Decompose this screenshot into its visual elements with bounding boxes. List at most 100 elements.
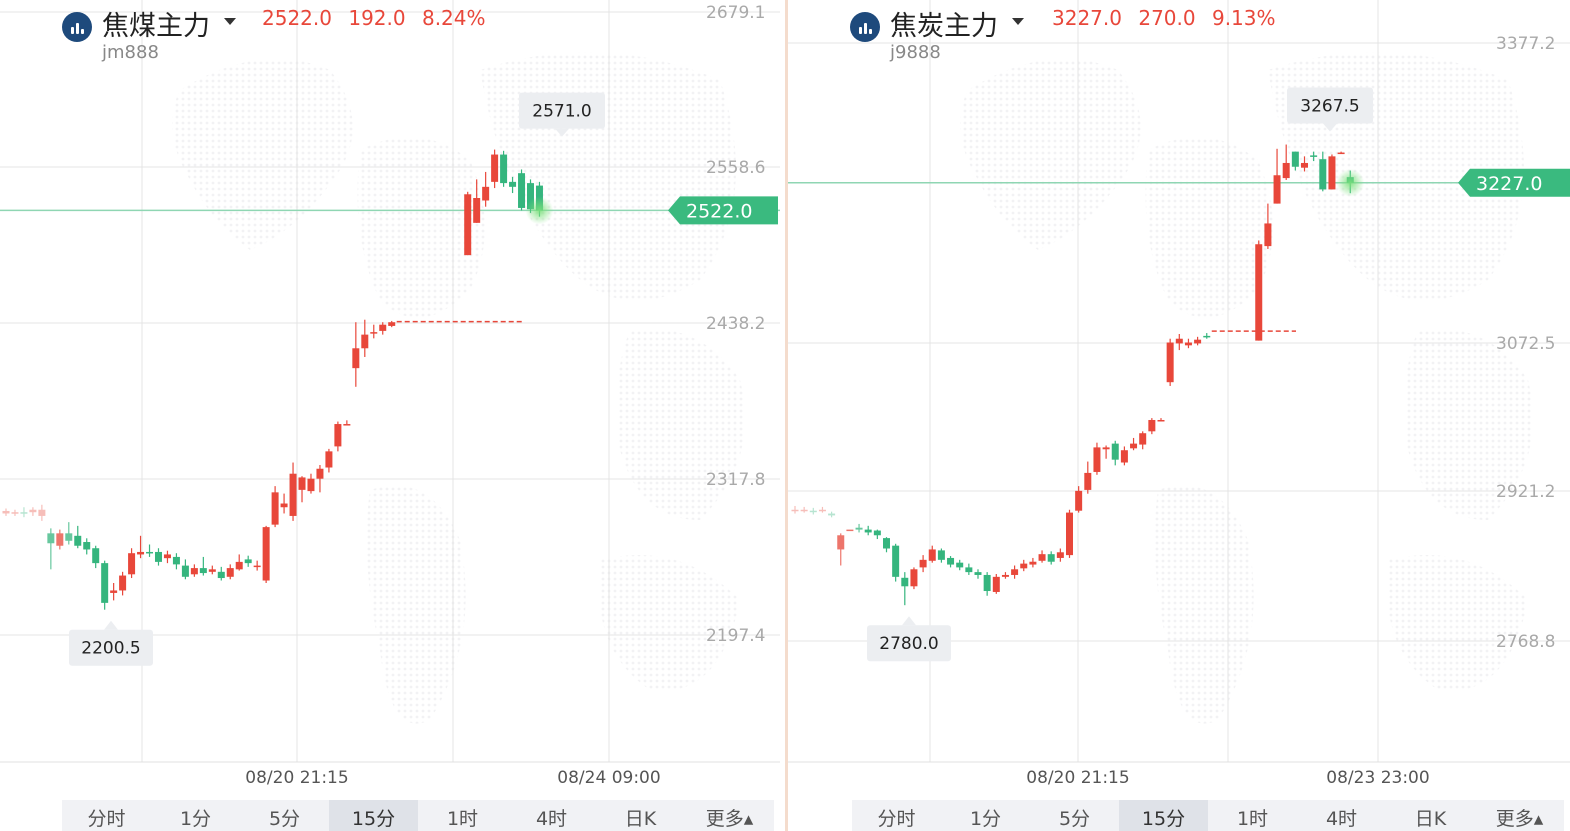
tab-15min[interactable]: 15分 (1119, 800, 1208, 831)
candle (901, 572, 909, 606)
tab-4hour[interactable]: 4时 (1325, 808, 1358, 830)
candle (1001, 572, 1009, 579)
candle (509, 176, 517, 194)
candle (500, 150, 508, 187)
tab-1min[interactable]: 1分 (179, 808, 212, 830)
y-tick-label: 3072.5 (1496, 334, 1555, 354)
candle (226, 564, 234, 580)
chart-logo-icon (62, 12, 92, 42)
candle (919, 555, 927, 573)
tab-4hour[interactable]: 4时 (535, 808, 568, 830)
y-tick-label: 2438.2 (706, 314, 765, 334)
jm-candlestick-chart[interactable]: 2679.1 2558.6 2438.2 2317.8 2197.4 08/20 21:1… (0, 0, 785, 800)
instrument-code: jm888 (102, 42, 159, 63)
high-label-text: 3267.5 (1300, 97, 1359, 117)
candle (325, 448, 333, 473)
candle (928, 545, 936, 563)
candle (1111, 440, 1119, 466)
tab-fenshi[interactable]: 分时 (877, 808, 916, 830)
high-label: 2571.0 (519, 92, 605, 137)
tab-fenshi[interactable]: 分时 (87, 808, 126, 830)
candle (1130, 437, 1138, 451)
candle (128, 548, 136, 579)
high-label-text: 2571.0 (532, 102, 591, 122)
candle (1175, 334, 1183, 351)
candle (1038, 550, 1046, 563)
candle (846, 529, 854, 532)
candle (29, 507, 37, 516)
low-label-text: 2780.0 (879, 634, 938, 654)
candle (110, 583, 118, 601)
candle (2, 508, 10, 516)
current-price-tag: 3227.0 (1458, 168, 1570, 197)
world-map-background (960, 52, 1533, 724)
candle (937, 548, 945, 563)
candle (965, 563, 973, 575)
candle (883, 537, 890, 553)
candle (146, 544, 154, 557)
y-tick-label: 2558.6 (706, 158, 765, 178)
x-tick-label: 08/24 09:00 (557, 768, 660, 788)
instrument-code: j9888 (890, 42, 941, 63)
candle (1093, 442, 1101, 475)
candle (1020, 559, 1028, 572)
tab-15min[interactable]: 15分 (329, 800, 418, 831)
candle (1029, 557, 1037, 568)
candle (1066, 509, 1073, 558)
tab-5min[interactable]: 5分 (268, 808, 301, 830)
candle (1139, 431, 1147, 450)
candle (217, 566, 225, 581)
candle (352, 322, 360, 387)
tab-5min[interactable]: 5分 (1058, 808, 1091, 830)
candle (298, 476, 306, 503)
candle (163, 550, 171, 564)
candle (208, 565, 216, 575)
candle (307, 473, 315, 494)
panel-divider (785, 0, 788, 831)
tab-1hour[interactable]: 1时 (1236, 808, 1269, 830)
candle (172, 553, 180, 570)
timeframe-tabs: 分时 1分 5分 15分 1时 4时 日K 更多▴ (852, 800, 1564, 831)
last-price-glow (525, 196, 554, 225)
candle (1157, 418, 1165, 422)
candle (464, 191, 472, 256)
candle (873, 529, 881, 540)
candle (892, 543, 900, 582)
tab-daily[interactable]: 日K (1414, 808, 1447, 830)
candle (235, 554, 243, 571)
candle (262, 525, 270, 584)
candle (20, 507, 28, 518)
instrument-dropdown-icon[interactable] (224, 18, 236, 25)
x-tick-label: 08/20 21:15 (245, 768, 348, 788)
candle (992, 574, 1000, 594)
tab-more[interactable]: 更多▴ (1495, 808, 1544, 830)
candle (1194, 336, 1202, 346)
candle (1310, 151, 1318, 162)
candle (154, 548, 162, 566)
candle (1203, 333, 1211, 339)
tab-1hour[interactable]: 1时 (446, 808, 479, 830)
tab-1min[interactable]: 1分 (969, 808, 1002, 830)
y-tick-label: 2197.4 (706, 626, 765, 646)
candle (379, 322, 387, 335)
instrument-name[interactable]: 焦煤主力 (102, 11, 210, 42)
price-change: 192.0 (348, 6, 406, 30)
candle (361, 319, 369, 357)
y-tick-label: 3377.2 (1496, 34, 1555, 54)
j-candlestick-chart[interactable]: 3377.2 3072.5 2921.2 2768.8 08/20 21:15 08/23… (788, 0, 1570, 800)
instrument-name[interactable]: 焦炭主力 (890, 11, 998, 42)
candle (56, 529, 64, 550)
candle (791, 505, 799, 514)
candle (38, 504, 46, 521)
tab-daily[interactable]: 日K (624, 808, 657, 830)
price-change-percent: 9.13% (1211, 6, 1276, 30)
candle (1319, 151, 1327, 192)
quote-line: 2522.0 192.0 8.24% (262, 6, 486, 30)
instrument-dropdown-icon[interactable] (1012, 18, 1024, 25)
price-change-percent: 8.24% (421, 6, 486, 30)
candle (343, 420, 351, 426)
candle (1264, 203, 1272, 249)
quote-line: 3227.0 270.0 9.13% (1052, 6, 1276, 30)
candle (1047, 551, 1055, 565)
tab-more[interactable]: 更多▴ (705, 808, 754, 830)
